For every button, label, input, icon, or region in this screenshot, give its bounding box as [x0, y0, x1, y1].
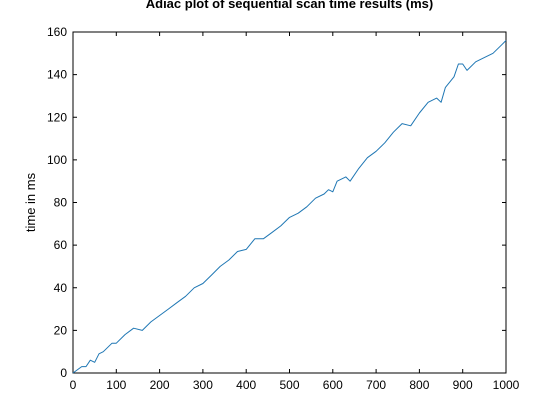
y-tick-label: 0 — [60, 366, 67, 380]
y-tick-label: 80 — [54, 196, 68, 210]
x-tick-label: 800 — [409, 378, 429, 392]
plot-area-frame — [72, 31, 507, 374]
series-layer — [72, 40, 507, 374]
x-tick-label: 600 — [323, 378, 343, 392]
series-line — [72, 40, 507, 374]
y-tick-label: 20 — [54, 323, 68, 337]
chart-title: Adiac plot of sequential scan time resul… — [146, 0, 434, 11]
x-tick-label: 0 — [70, 378, 77, 392]
y-axis-label: time in ms — [23, 172, 38, 232]
y-tick-label: 60 — [54, 238, 68, 252]
axis-ticks: 0 100 200 300 400 500 600 700 800 900 1000 0 20 40 60 8… — [47, 25, 520, 392]
x-tick-label: 400 — [236, 378, 256, 392]
y-tick-label: 140 — [47, 68, 67, 82]
x-tick-label: 900 — [453, 378, 473, 392]
y-tick-label: 40 — [54, 281, 68, 295]
x-tick-label: 200 — [150, 378, 170, 392]
x-tick-label: 100 — [106, 378, 126, 392]
x-tick-label: 1000 — [493, 378, 520, 392]
x-tick-label: 500 — [279, 378, 299, 392]
x-tick-label: 300 — [193, 378, 213, 392]
y-tick-label: 100 — [47, 153, 67, 167]
y-tick-label: 120 — [47, 110, 67, 124]
x-tick-label: 700 — [366, 378, 386, 392]
y-tick-label: 160 — [47, 25, 67, 39]
